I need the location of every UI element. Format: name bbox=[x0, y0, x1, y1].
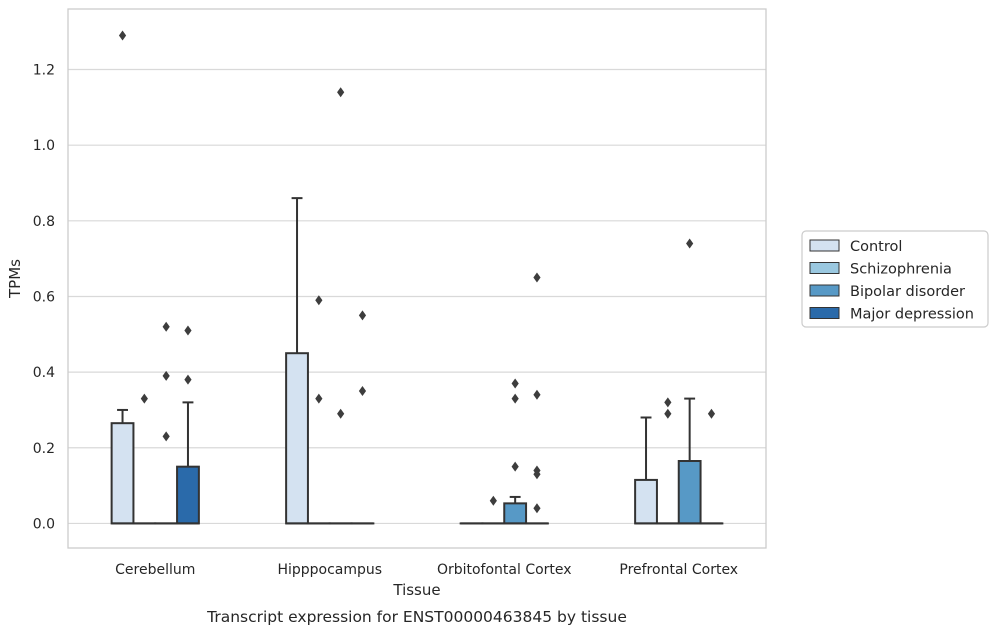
outlier-point bbox=[511, 378, 519, 389]
outlier-point bbox=[337, 87, 345, 98]
outlier-point bbox=[533, 503, 541, 514]
box-3-2 bbox=[677, 238, 702, 525]
legend: Control Schizophrenia Bipolar disorder Majo… bbox=[801, 230, 989, 328]
outlier-point bbox=[184, 325, 192, 336]
outlier-point bbox=[358, 310, 367, 321]
legend-label: Bipolar disorder bbox=[850, 284, 965, 300]
y-tick-label: 0.4 bbox=[33, 365, 55, 381]
legend-swatch bbox=[809, 307, 840, 319]
box-3-3 bbox=[699, 408, 724, 525]
box-body bbox=[110, 422, 135, 525]
legend-label: Schizophrenia bbox=[850, 262, 952, 278]
box-2-1 bbox=[481, 495, 506, 525]
box-0-0 bbox=[110, 30, 135, 525]
legend-label: Control bbox=[850, 239, 902, 255]
box-body bbox=[677, 460, 702, 525]
outlier-point bbox=[664, 397, 672, 408]
outlier-point bbox=[162, 431, 170, 442]
outlier-point bbox=[489, 495, 497, 506]
y-tick-label: 0.8 bbox=[33, 214, 55, 230]
plot-frame bbox=[67, 8, 767, 549]
box-2-2 bbox=[503, 378, 528, 525]
x-axis-ticks: Cerebellum Hipppocampus Orbitofontal Corte… bbox=[115, 562, 738, 578]
box-3-0 bbox=[634, 416, 658, 525]
box-0-3 bbox=[176, 325, 200, 525]
outlier-point bbox=[533, 389, 541, 400]
box-body bbox=[634, 478, 658, 525]
outlier-point bbox=[686, 238, 694, 249]
legend-swatch bbox=[809, 284, 840, 297]
legend-frame bbox=[801, 230, 989, 328]
outlier-point bbox=[533, 272, 541, 283]
outlier-point bbox=[162, 321, 170, 332]
plot-marks bbox=[110, 30, 724, 525]
x-tick-label: Orbitofontal Cortex bbox=[437, 562, 572, 578]
legend-swatch bbox=[809, 239, 840, 252]
outlier-point bbox=[118, 30, 127, 41]
y-tick-label: 0.0 bbox=[33, 516, 55, 532]
outlier-point bbox=[511, 461, 519, 472]
outlier-point bbox=[315, 393, 323, 404]
y-axis-label: TPMs bbox=[6, 259, 24, 299]
box-0-1 bbox=[132, 393, 157, 525]
box-1-1 bbox=[306, 295, 331, 525]
gridlines bbox=[68, 68, 766, 525]
box-1-2 bbox=[328, 87, 353, 525]
box-1-0 bbox=[285, 197, 309, 525]
box-3-1 bbox=[655, 397, 680, 525]
x-tick-label: Prefrontal Cortex bbox=[619, 562, 738, 578]
y-tick-label: 0.2 bbox=[33, 441, 55, 457]
outlier-point bbox=[533, 469, 541, 480]
legend-swatch bbox=[809, 262, 840, 274]
x-tick-label: Hipppocampus bbox=[277, 562, 382, 578]
x-axis-label: Tissue bbox=[392, 581, 440, 599]
box-body bbox=[503, 502, 528, 525]
outlier-point bbox=[664, 408, 672, 419]
outlier-point bbox=[707, 408, 716, 419]
box-0-2 bbox=[154, 321, 179, 525]
legend-label: Major depression bbox=[850, 307, 974, 323]
chart-caption: Transcript expression for ENST0000046384… bbox=[206, 608, 627, 626]
box-2-3 bbox=[525, 272, 549, 525]
y-tick-label: 1.0 bbox=[33, 138, 55, 154]
outlier-point bbox=[315, 295, 323, 306]
outlier-point bbox=[184, 374, 192, 385]
outlier-point bbox=[511, 393, 519, 404]
y-axis-ticks: 0.0 0.2 0.4 0.6 0.8 1.0 1.2 bbox=[33, 63, 55, 533]
x-tick-label: Cerebellum bbox=[115, 562, 195, 578]
y-tick-label: 1.2 bbox=[33, 63, 55, 79]
outlier-point bbox=[337, 408, 345, 419]
outlier-point bbox=[140, 393, 148, 404]
box-body bbox=[285, 352, 309, 525]
box-body bbox=[176, 465, 200, 525]
box-1-3 bbox=[350, 310, 375, 525]
outlier-point bbox=[162, 370, 170, 381]
outlier-point bbox=[358, 386, 367, 397]
y-tick-label: 0.6 bbox=[33, 289, 55, 305]
